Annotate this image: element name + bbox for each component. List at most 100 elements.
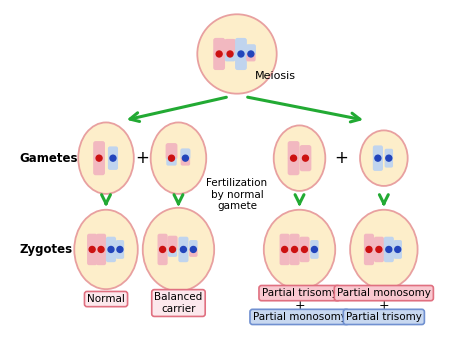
FancyBboxPatch shape xyxy=(189,240,198,251)
FancyBboxPatch shape xyxy=(213,52,225,70)
Ellipse shape xyxy=(197,14,277,94)
FancyBboxPatch shape xyxy=(167,236,178,251)
FancyBboxPatch shape xyxy=(235,52,247,70)
FancyBboxPatch shape xyxy=(213,38,225,55)
Ellipse shape xyxy=(74,210,138,289)
Text: Balanced
carrier: Balanced carrier xyxy=(155,292,202,314)
Text: +: + xyxy=(294,299,305,311)
FancyBboxPatch shape xyxy=(384,248,394,262)
FancyBboxPatch shape xyxy=(96,234,106,251)
FancyBboxPatch shape xyxy=(116,248,124,259)
Circle shape xyxy=(227,51,233,57)
FancyBboxPatch shape xyxy=(280,248,290,265)
Circle shape xyxy=(182,155,188,161)
Circle shape xyxy=(216,51,222,57)
Circle shape xyxy=(160,246,165,252)
FancyBboxPatch shape xyxy=(300,248,310,262)
FancyBboxPatch shape xyxy=(290,248,300,265)
FancyBboxPatch shape xyxy=(181,157,190,166)
Text: Fertilization
by normal
gamete: Fertilization by normal gamete xyxy=(207,178,267,211)
FancyBboxPatch shape xyxy=(168,248,177,257)
FancyBboxPatch shape xyxy=(374,248,384,262)
Circle shape xyxy=(292,246,298,252)
Circle shape xyxy=(181,246,186,252)
FancyBboxPatch shape xyxy=(106,237,116,251)
FancyBboxPatch shape xyxy=(225,53,235,62)
FancyBboxPatch shape xyxy=(393,240,402,251)
FancyBboxPatch shape xyxy=(108,146,118,160)
Text: Partial trisomy: Partial trisomy xyxy=(262,288,337,298)
Ellipse shape xyxy=(143,208,214,291)
Circle shape xyxy=(395,246,401,252)
Text: Normal: Normal xyxy=(87,294,125,304)
FancyBboxPatch shape xyxy=(246,53,255,62)
FancyBboxPatch shape xyxy=(224,39,236,55)
FancyBboxPatch shape xyxy=(178,237,189,251)
FancyBboxPatch shape xyxy=(290,234,300,251)
FancyBboxPatch shape xyxy=(106,248,116,262)
FancyBboxPatch shape xyxy=(157,248,168,265)
FancyBboxPatch shape xyxy=(178,248,189,262)
Text: Partial monosomy: Partial monosomy xyxy=(337,288,431,298)
FancyBboxPatch shape xyxy=(96,248,106,265)
Ellipse shape xyxy=(273,125,325,191)
FancyBboxPatch shape xyxy=(364,234,374,251)
Circle shape xyxy=(170,246,175,252)
Text: Gametes: Gametes xyxy=(20,152,78,165)
FancyBboxPatch shape xyxy=(384,149,393,159)
Text: Partial monosomy: Partial monosomy xyxy=(253,312,346,322)
FancyBboxPatch shape xyxy=(116,240,124,251)
FancyBboxPatch shape xyxy=(189,248,198,257)
FancyBboxPatch shape xyxy=(384,237,394,251)
Circle shape xyxy=(96,155,102,161)
FancyBboxPatch shape xyxy=(310,240,319,251)
FancyBboxPatch shape xyxy=(246,44,256,55)
Circle shape xyxy=(376,246,382,252)
FancyBboxPatch shape xyxy=(373,145,383,160)
FancyBboxPatch shape xyxy=(166,157,177,166)
FancyBboxPatch shape xyxy=(300,145,311,160)
FancyBboxPatch shape xyxy=(288,141,300,160)
Circle shape xyxy=(110,155,116,161)
Circle shape xyxy=(89,246,95,252)
FancyBboxPatch shape xyxy=(87,234,97,251)
Circle shape xyxy=(108,246,114,252)
Ellipse shape xyxy=(264,210,335,289)
Circle shape xyxy=(248,51,254,57)
FancyBboxPatch shape xyxy=(373,157,383,171)
Circle shape xyxy=(117,246,123,252)
FancyBboxPatch shape xyxy=(87,248,97,265)
Ellipse shape xyxy=(78,122,134,194)
Text: Partial trisomy: Partial trisomy xyxy=(346,312,422,322)
FancyBboxPatch shape xyxy=(235,38,247,55)
FancyBboxPatch shape xyxy=(157,234,168,251)
Circle shape xyxy=(311,246,318,252)
Text: Meiosis: Meiosis xyxy=(255,71,296,81)
Circle shape xyxy=(191,246,196,252)
Circle shape xyxy=(169,155,174,161)
Ellipse shape xyxy=(360,130,408,186)
Circle shape xyxy=(98,246,104,252)
Circle shape xyxy=(366,246,372,252)
Ellipse shape xyxy=(151,122,206,194)
FancyBboxPatch shape xyxy=(300,237,310,251)
Circle shape xyxy=(301,246,308,252)
FancyBboxPatch shape xyxy=(280,234,290,251)
FancyBboxPatch shape xyxy=(180,148,191,160)
FancyBboxPatch shape xyxy=(108,157,118,170)
Circle shape xyxy=(386,155,392,161)
Text: +: + xyxy=(135,149,149,167)
FancyBboxPatch shape xyxy=(393,248,402,259)
Text: +: + xyxy=(379,299,389,311)
FancyBboxPatch shape xyxy=(310,248,319,259)
Circle shape xyxy=(238,51,244,57)
FancyBboxPatch shape xyxy=(384,157,393,168)
Circle shape xyxy=(282,246,288,252)
Circle shape xyxy=(386,246,392,252)
FancyBboxPatch shape xyxy=(364,248,374,265)
FancyBboxPatch shape xyxy=(300,156,311,171)
FancyBboxPatch shape xyxy=(374,237,384,251)
Circle shape xyxy=(302,155,309,161)
Circle shape xyxy=(375,155,381,161)
FancyBboxPatch shape xyxy=(288,156,300,175)
